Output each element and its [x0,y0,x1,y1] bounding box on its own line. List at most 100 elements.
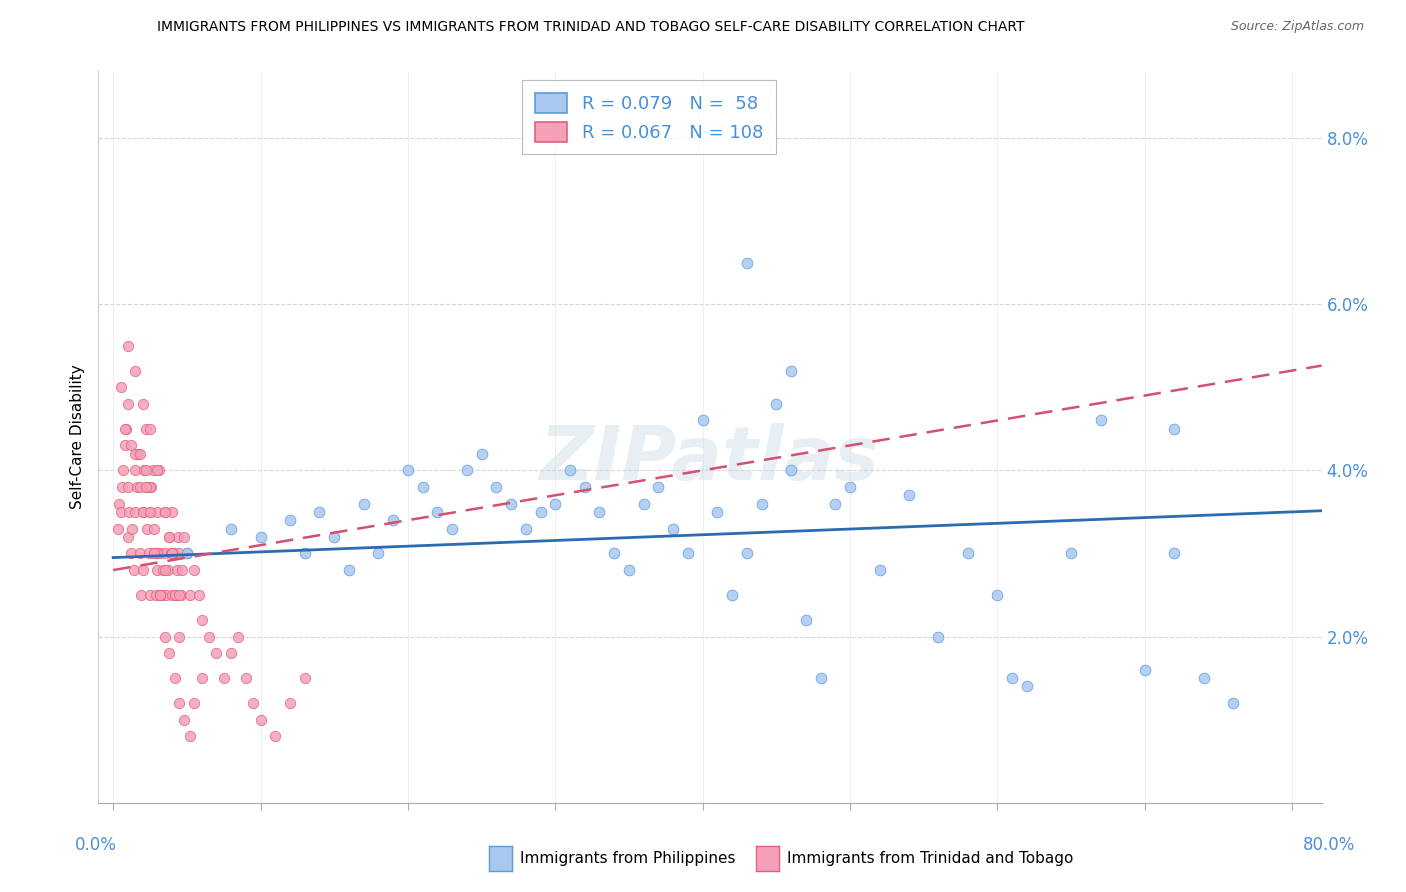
Point [1163,422,1185,436]
Point [139,505,162,519]
Point [115,422,138,436]
Point [176,546,198,560]
Point [172,563,194,577]
Point [170,588,193,602]
Point [179,588,201,602]
Point [794,613,817,627]
Point [110,505,132,519]
Point [751,497,773,511]
Point [122,563,145,577]
Point [138,546,160,560]
Point [780,363,803,377]
Point [898,488,921,502]
Point [249,713,271,727]
Point [986,588,1008,602]
Point [323,530,346,544]
Point [160,546,183,560]
Text: Immigrants from Philippines: Immigrants from Philippines [520,851,735,865]
Point [111,480,134,494]
Point [603,546,626,560]
Point [157,646,180,660]
Point [139,588,162,602]
Point [173,530,195,544]
Point [183,696,205,710]
Point [869,563,891,577]
Point [145,588,167,602]
Point [146,546,169,560]
Point [558,463,581,477]
Point [294,546,316,560]
Point [169,588,191,602]
Point [159,546,181,560]
Point [1090,413,1112,427]
Point [128,447,150,461]
Point [353,497,375,511]
Point [956,546,979,560]
Point [183,563,205,577]
Point [412,480,434,494]
Point [165,588,187,602]
Point [142,463,165,477]
Point [131,505,153,519]
Point [367,546,389,560]
Point [120,438,142,452]
Point [485,480,508,494]
Text: 0.0%: 0.0% [75,836,117,854]
Point [141,480,163,494]
Point [169,630,191,644]
Point [112,463,135,477]
Point [308,505,330,519]
Point [1133,663,1156,677]
Point [143,546,166,560]
Point [148,463,170,477]
Point [143,521,166,535]
Point [426,505,449,519]
Point [152,563,174,577]
Point [471,447,494,461]
Point [124,463,146,477]
Point [235,671,257,685]
Point [294,671,316,685]
Point [127,447,149,461]
Point [117,397,139,411]
Point [114,438,136,452]
Point [212,671,235,685]
Point [155,588,177,602]
Point [219,646,242,660]
Text: IMMIGRANTS FROM PHILIPPINES VS IMMIGRANTS FROM TRINIDAD AND TOBAGO SELF-CARE DIS: IMMIGRANTS FROM PHILIPPINES VS IMMIGRANT… [157,20,1024,34]
Point [117,338,139,352]
Point [176,546,198,560]
Point [249,530,271,544]
Point [136,521,159,535]
Point [153,546,176,560]
Point [125,480,148,494]
Point [149,588,172,602]
Point [135,480,157,494]
Point [149,588,172,602]
Point [146,463,169,477]
Point [124,447,146,461]
Point [190,671,212,685]
Point [131,397,153,411]
Point [107,521,129,535]
Point [160,588,183,602]
Point [120,546,142,560]
Point [157,530,180,544]
Point [173,713,195,727]
Point [146,505,169,519]
Text: Source: ZipAtlas.com: Source: ZipAtlas.com [1230,20,1364,33]
Point [735,255,758,269]
Point [839,480,862,494]
Point [187,588,209,602]
Point [131,505,153,519]
Point [242,696,264,710]
Point [165,671,187,685]
Point [169,696,191,710]
Point [662,521,685,535]
Point [676,546,699,560]
Point [128,546,150,560]
Point [166,563,188,577]
Y-axis label: Self-Care Disability: Self-Care Disability [69,365,84,509]
Point [135,422,157,436]
Point [810,671,832,685]
